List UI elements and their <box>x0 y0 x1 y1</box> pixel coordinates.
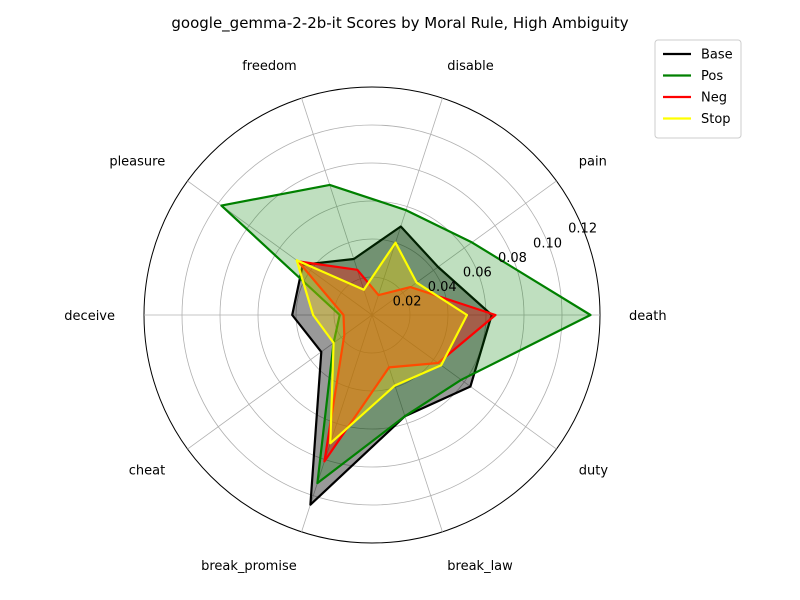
grid-spoke <box>371 314 443 532</box>
r-tick-label: 0.06 <box>463 265 492 280</box>
series-line-stop <box>295 241 469 445</box>
category-label: deceive <box>64 309 115 324</box>
grid-spoke <box>371 180 557 316</box>
grid-spoke <box>301 98 373 316</box>
grid-spoke <box>371 98 443 316</box>
r-tick-label: 0.08 <box>498 251 527 266</box>
legend-label: Stop <box>701 112 731 127</box>
grid-spoke <box>187 180 373 316</box>
category-label: freedom <box>242 59 297 74</box>
category-label: pain <box>579 154 607 169</box>
category-label: cheat <box>129 464 165 479</box>
category-label: duty <box>579 464 609 479</box>
category-label: break_law <box>447 559 513 574</box>
series-fill-neg <box>298 261 496 462</box>
series-fill-stop <box>296 242 467 444</box>
polar-grid <box>143 86 601 544</box>
grid-spoke <box>301 314 373 532</box>
series-line-pos <box>220 183 592 485</box>
r-tick-label: 0.04 <box>428 280 457 295</box>
legend-label: Base <box>701 48 733 63</box>
r-tick-label: 0.10 <box>533 236 562 251</box>
category-label: break_promise <box>201 559 297 574</box>
legend-label: Neg <box>701 91 727 106</box>
chart-title: google_gemma-2-2b-it Scores by Moral Rul… <box>171 14 628 33</box>
legend-box <box>654 39 742 139</box>
legend: Base Pos Neg Stop <box>654 39 742 139</box>
radial-tick-labels: 0.02 0.04 0.06 0.08 0.10 0.12 <box>393 222 597 310</box>
grid-spoke <box>187 314 373 450</box>
category-labels: death pain disable freedom pleasure deceive ch… <box>64 59 666 574</box>
category-label: death <box>629 309 667 324</box>
grid-spoke <box>371 314 557 450</box>
r-tick-label: 0.12 <box>568 222 597 237</box>
series-layer <box>220 183 592 506</box>
series-line-neg <box>297 260 497 463</box>
category-label: pleasure <box>109 154 165 169</box>
category-label: disable <box>447 59 493 74</box>
series-line-base <box>291 225 493 506</box>
legend-label: Pos <box>701 69 723 84</box>
r-tick-label: 0.02 <box>393 294 422 309</box>
